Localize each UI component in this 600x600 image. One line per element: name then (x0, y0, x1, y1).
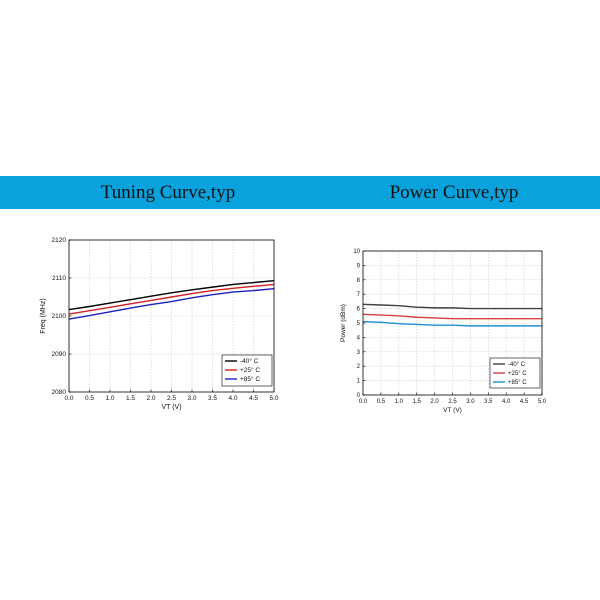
legend-label: -40° C (508, 362, 526, 368)
y-tick-label: 10 (353, 249, 360, 255)
y-tick-label: 2110 (52, 275, 66, 282)
x-axis-label: VT (V) (161, 404, 181, 411)
series-line (68, 283, 275, 315)
legend-label: +25° C (508, 371, 527, 377)
y-tick-label: 2090 (52, 351, 67, 358)
legend: -40° C+25° C+85° C (221, 354, 273, 387)
tuning-curve-chart: 0.0 0.5 1.0 1.5 2.0 2.5 3.0 3.5 4.0 4.5 5.0 2080 209… (40, 237, 279, 411)
y-axis-label: Freq (MHz) (40, 298, 47, 333)
x-tick-label: 0.5 (85, 395, 94, 402)
x-tick-label: 0.0 (359, 399, 368, 405)
series-line (68, 279, 275, 311)
x-tick-label: 5.0 (269, 395, 278, 402)
legend-label: +85° C (240, 375, 260, 383)
series-line (68, 287, 275, 320)
x-tick-label: 5.0 (538, 399, 547, 405)
series-line (362, 313, 542, 320)
x-tick-label: 3.0 (466, 399, 475, 405)
y-tick-label: 6 (357, 307, 361, 313)
x-tick-label: 0.5 (377, 399, 386, 405)
x-tick-label: 2.5 (448, 399, 457, 405)
x-axis-label: VT (V) (443, 407, 462, 414)
legend: -40° C +25° C +85° C (489, 357, 541, 389)
x-tick-label: 4.0 (502, 399, 511, 405)
legend-label: -40° C (240, 357, 259, 365)
y-tick-label: 2120 (52, 237, 67, 244)
tuning-curve-heading: Tuning Curve,typ (100, 182, 236, 203)
series-line (362, 320, 542, 327)
x-tick-label: 2.5 (167, 395, 176, 402)
x-tick-label: 3.0 (187, 395, 196, 402)
x-tick-label: 4.0 (228, 395, 237, 402)
y-axis-label: Power (dBm) (340, 304, 347, 342)
gridlines (69, 240, 274, 392)
y-tick-label: 4 (357, 335, 361, 341)
x-tick-label: 4.5 (249, 395, 258, 402)
power-curve-chart: 0.0 0.5 1.0 1.5 2.0 2.5 3.0 3.5 4.0 4.5 5.0 0 1 2 3 4 5 6… (340, 249, 547, 414)
y-tick-label: 2 (357, 364, 361, 370)
x-tick-label: 3.5 (484, 399, 493, 405)
x-tick-label: 1.5 (413, 399, 422, 405)
series-line (362, 303, 542, 310)
x-tick-label: 4.5 (520, 399, 529, 405)
x-tick-label: 1.0 (395, 399, 404, 405)
y-tick-label: 3 (357, 350, 361, 356)
x-tick-label: 1.0 (105, 395, 114, 402)
x-tick-label: 3.5 (208, 395, 217, 402)
x-tick-label: 0.0 (64, 395, 73, 402)
y-tick-label: 5 (357, 321, 361, 327)
legend-label: +25° C (240, 366, 260, 374)
section-banner: Tuning Curve,typ Power Curve,typ (0, 176, 600, 209)
y-tick-label: 1 (357, 379, 361, 385)
y-tick-label: 8 (357, 278, 361, 284)
x-tick-label: 2.0 (430, 399, 439, 405)
x-tick-label: 1.5 (126, 395, 135, 402)
legend-label: +85° C (508, 380, 527, 386)
power-curve-heading: Power Curve,typ (389, 182, 519, 203)
y-tick-label: 7 (357, 292, 361, 298)
y-tick-label: 0 (357, 393, 361, 399)
x-tick-label: 2.0 (146, 395, 155, 402)
y-tick-label: 2100 (52, 313, 67, 320)
y-tick-label: 2080 (52, 389, 67, 396)
y-tick-label: 9 (357, 263, 361, 269)
